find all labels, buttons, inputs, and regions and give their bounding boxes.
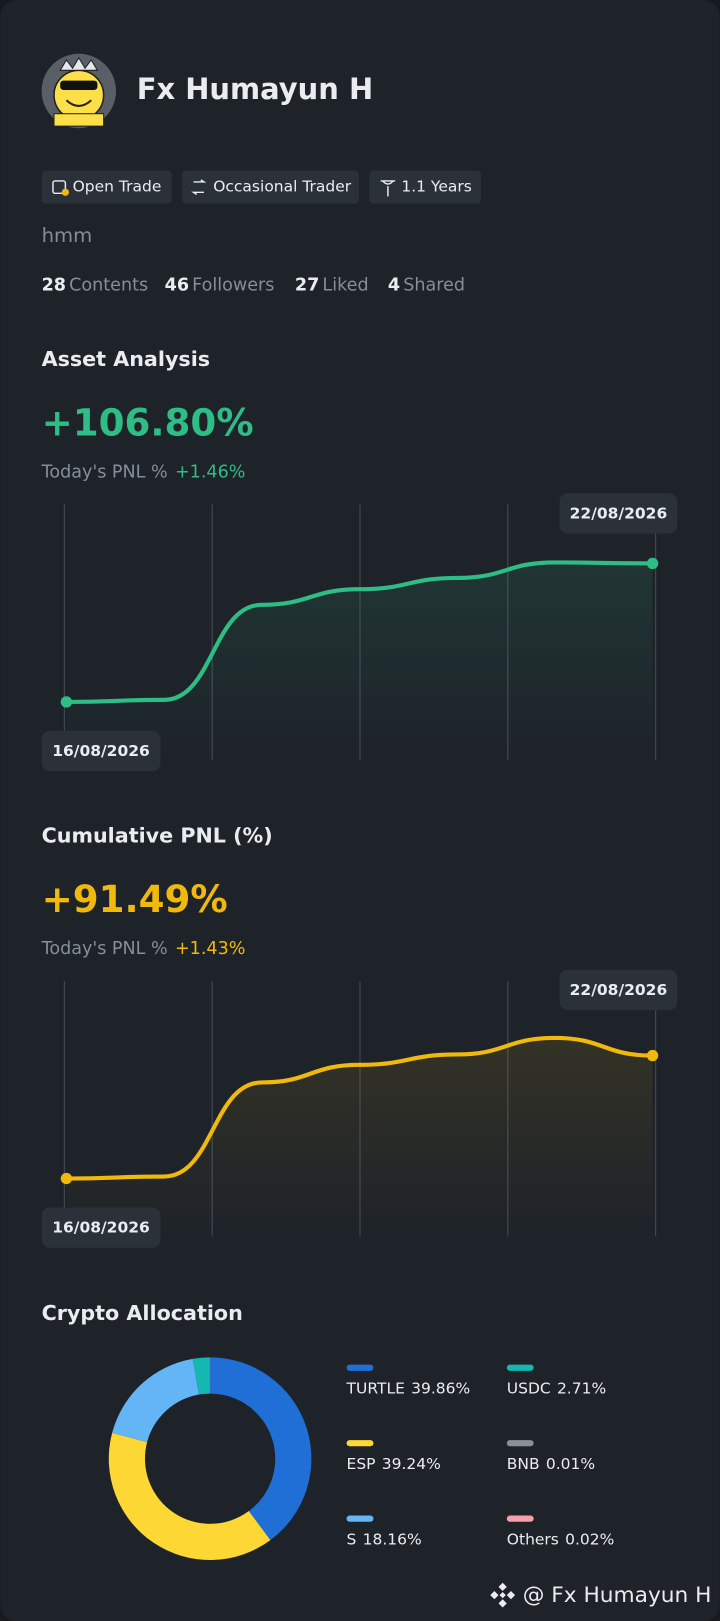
pie-slice <box>192 1357 210 1395</box>
legend-name: USDC <box>507 1379 551 1397</box>
stat-value: 28 <box>42 275 66 295</box>
tag-pill <box>369 170 481 204</box>
end-dot <box>60 1172 73 1185</box>
date-label: 22/08/2026 <box>570 981 668 999</box>
today-label: Today's PNL % <box>41 462 168 482</box>
today-pnl: Today's PNL % +1.46% <box>41 462 246 482</box>
legend-entry: BNB 0.01% <box>507 1454 595 1472</box>
headline: +91.49% <box>42 877 228 921</box>
end-dot <box>646 557 659 570</box>
tag-pill <box>182 170 359 204</box>
legend-value: 0.02% <box>565 1530 614 1548</box>
section-title: Cumulative PNL (%) <box>42 823 273 847</box>
date-label: 16/08/2026 <box>52 1219 150 1237</box>
profile-name: Fx Humayun H <box>137 72 373 106</box>
stat-label: Contents <box>69 275 148 295</box>
date-pill <box>559 493 678 534</box>
today-label: Today's PNL % <box>41 939 168 959</box>
legend-entry: USDC 2.71% <box>507 1379 606 1397</box>
legend-name: S <box>347 1530 357 1548</box>
legend-value: 39.86% <box>411 1379 470 1397</box>
line <box>64 1035 655 1181</box>
pie-slice <box>210 1357 312 1541</box>
area <box>66 1037 653 1237</box>
stat: 28 Contents <box>42 275 149 295</box>
stat-value: 46 <box>165 275 189 295</box>
date-label: 16/08/2026 <box>52 742 150 760</box>
legend-swatch <box>346 1515 374 1522</box>
area <box>66 562 653 760</box>
stat: 4 Shared <box>388 275 465 295</box>
stat-value: 4 <box>388 275 400 295</box>
today-pnl: Today's PNL % +1.43% <box>41 939 246 959</box>
stat-value: 27 <box>295 275 319 295</box>
watermark: @ Fx Humayun H <box>523 1583 712 1608</box>
headline: +106.80% <box>42 400 254 444</box>
pie-slice <box>112 1358 199 1443</box>
logo <box>490 1582 516 1608</box>
date-pill <box>559 969 678 1011</box>
section-title: Asset Analysis <box>42 347 211 371</box>
legend-name: ESP <box>347 1454 376 1472</box>
legend-value: 18.16% <box>363 1530 422 1548</box>
date-pill <box>41 1207 161 1248</box>
line <box>64 560 655 705</box>
legend-value: 2.71% <box>557 1379 606 1397</box>
legend-name: TURTLE <box>346 1379 405 1397</box>
stat-label: Liked <box>322 275 368 295</box>
stat: 27 Liked <box>295 275 369 295</box>
date-pill <box>41 730 161 772</box>
legend-swatch <box>346 1440 374 1447</box>
legend-entry: Others 0.02% <box>507 1530 615 1548</box>
legend-entry: S 18.16% <box>347 1530 422 1548</box>
stat-label: Followers <box>192 275 274 295</box>
legend-swatch <box>506 1440 534 1447</box>
bio: hmm <box>42 224 93 247</box>
today-value: +1.43% <box>175 939 246 959</box>
legend-swatch <box>346 1364 374 1371</box>
tag-icon <box>52 179 396 197</box>
today-value: +1.46% <box>175 462 246 482</box>
tag: Occasional Trader <box>213 178 352 196</box>
tag: Open Trade <box>73 178 162 196</box>
section-title: Crypto Allocation <box>42 1301 243 1325</box>
stat: 46 Followers <box>165 275 275 295</box>
stat-label: Shared <box>403 275 465 295</box>
end-dot <box>646 1049 659 1062</box>
legend-name: Others <box>507 1530 559 1548</box>
avatar <box>41 53 117 129</box>
legend-swatch <box>506 1364 534 1371</box>
legend-value: 39.24% <box>382 1454 441 1472</box>
tag: 1.1 Years <box>401 178 471 196</box>
legend-value: 0.01% <box>546 1454 595 1472</box>
pie-slice <box>108 1432 271 1561</box>
legend-entry: ESP 39.24% <box>347 1454 441 1472</box>
legend-entry: TURTLE 39.86% <box>346 1379 471 1397</box>
legend-name: BNB <box>507 1454 540 1472</box>
end-dot <box>60 696 73 708</box>
legend-swatch <box>506 1515 534 1522</box>
tag-pill <box>41 170 172 204</box>
date-label: 22/08/2026 <box>570 504 668 522</box>
